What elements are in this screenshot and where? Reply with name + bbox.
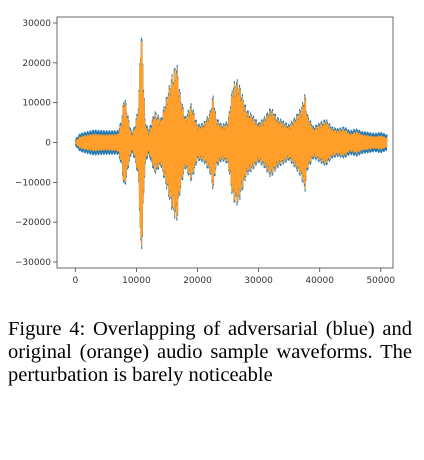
x-tick-label: 50000 bbox=[366, 276, 395, 286]
x-tick-label: 30000 bbox=[244, 276, 273, 286]
waveform-plot: 0 10000 20000 30000 40000 50000 30000 20000 1000… bbox=[15, 16, 396, 286]
series-layer bbox=[74, 37, 388, 250]
x-tick-label: 40000 bbox=[305, 276, 334, 286]
figure-caption: Figure 4: Overlapping of adversarial (bl… bbox=[8, 318, 412, 386]
y-tick-label: −10000 bbox=[15, 178, 51, 188]
y-tick-label: −30000 bbox=[15, 258, 51, 268]
y-tick-label: 0 bbox=[45, 139, 51, 149]
y-tick-label: 10000 bbox=[22, 99, 51, 109]
axis-layer: 0 10000 20000 30000 40000 50000 30000 20000 1000… bbox=[15, 19, 396, 286]
y-tick-label: 20000 bbox=[22, 59, 51, 69]
x-tick-label: 0 bbox=[72, 276, 78, 286]
y-tick-label: −20000 bbox=[15, 218, 51, 228]
waveform-chart: 0 10000 20000 30000 40000 50000 30000 20000 1000… bbox=[15, 16, 396, 286]
waveform-series-2 bbox=[74, 40, 388, 247]
y-tick-label: 30000 bbox=[22, 19, 51, 29]
x-tick-label: 20000 bbox=[183, 276, 212, 286]
x-tick-label: 10000 bbox=[122, 276, 151, 286]
